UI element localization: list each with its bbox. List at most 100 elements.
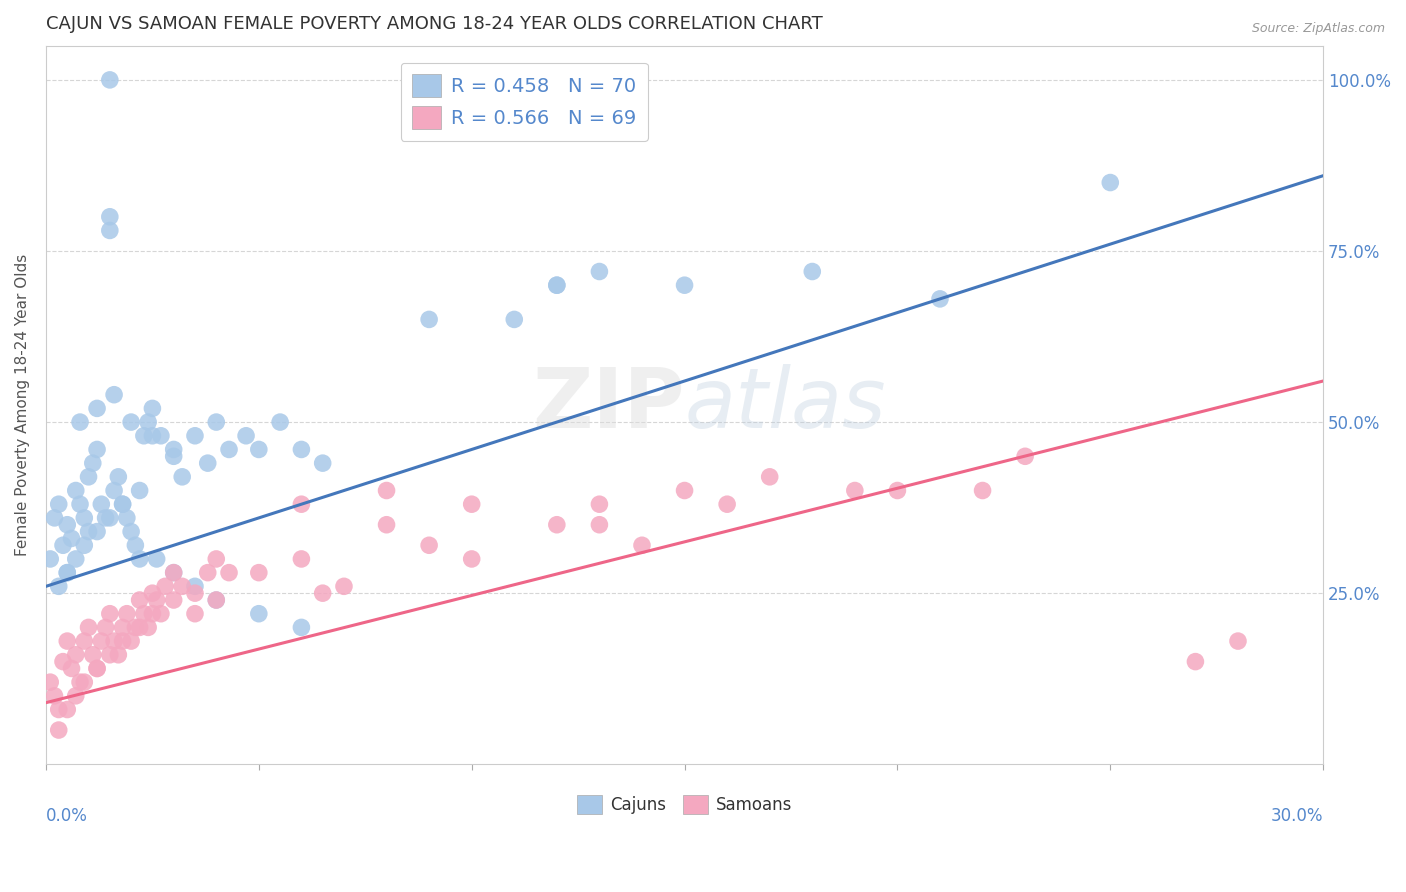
Point: [205, 552, 228, 566]
Point: [44, 511, 66, 525]
Point: [184, 607, 207, 621]
Point: [48, 579, 70, 593]
Point: [172, 470, 194, 484]
Point: [290, 497, 312, 511]
Point: [56, 634, 79, 648]
Point: [52, 538, 75, 552]
Point: [73, 634, 96, 648]
Point: [247, 442, 270, 457]
Point: [184, 429, 207, 443]
Point: [103, 483, 125, 498]
Point: [1227, 634, 1250, 648]
Point: [460, 497, 482, 511]
Point: [98, 73, 121, 87]
Point: [128, 593, 150, 607]
Point: [312, 456, 335, 470]
Point: [163, 566, 186, 580]
Point: [128, 552, 150, 566]
Text: 30.0%: 30.0%: [1271, 807, 1323, 825]
Point: [290, 620, 312, 634]
Point: [103, 387, 125, 401]
Point: [124, 620, 146, 634]
Point: [73, 675, 96, 690]
Point: [111, 497, 134, 511]
Point: [65, 648, 87, 662]
Point: [758, 470, 780, 484]
Point: [218, 566, 240, 580]
Point: [503, 312, 526, 326]
Point: [247, 607, 270, 621]
Point: [90, 497, 112, 511]
Point: [98, 648, 121, 662]
Point: [77, 620, 100, 634]
Point: [844, 483, 866, 498]
Text: 0.0%: 0.0%: [46, 807, 87, 825]
Point: [153, 579, 176, 593]
Point: [56, 702, 79, 716]
Point: [94, 620, 117, 634]
Point: [65, 552, 87, 566]
Point: [124, 538, 146, 552]
Point: [82, 456, 104, 470]
Point: [172, 579, 194, 593]
Point: [163, 566, 186, 580]
Point: [69, 497, 91, 511]
Point: [1099, 176, 1122, 190]
Point: [120, 415, 142, 429]
Point: [375, 483, 398, 498]
Point: [73, 538, 96, 552]
Text: Source: ZipAtlas.com: Source: ZipAtlas.com: [1251, 22, 1385, 36]
Point: [132, 607, 155, 621]
Point: [48, 702, 70, 716]
Text: CAJUN VS SAMOAN FEMALE POVERTY AMONG 18-24 YEAR OLDS CORRELATION CHART: CAJUN VS SAMOAN FEMALE POVERTY AMONG 18-…: [46, 15, 823, 33]
Point: [60, 661, 83, 675]
Point: [588, 517, 610, 532]
Point: [673, 483, 696, 498]
Point: [141, 607, 163, 621]
Point: [111, 497, 134, 511]
Point: [375, 517, 398, 532]
Point: [120, 634, 142, 648]
Point: [69, 675, 91, 690]
Point: [716, 497, 738, 511]
Point: [128, 483, 150, 498]
Text: atlas: atlas: [685, 365, 886, 445]
Point: [631, 538, 654, 552]
Point: [235, 429, 257, 443]
Point: [205, 593, 228, 607]
Point: [86, 661, 108, 675]
Point: [312, 586, 335, 600]
Point: [145, 593, 167, 607]
Point: [184, 586, 207, 600]
Point: [184, 579, 207, 593]
Point: [56, 566, 79, 580]
Point: [269, 415, 291, 429]
Point: [247, 566, 270, 580]
Point: [418, 538, 440, 552]
Point: [163, 450, 186, 464]
Point: [98, 511, 121, 525]
Point: [94, 511, 117, 525]
Point: [136, 415, 159, 429]
Point: [115, 511, 138, 525]
Text: ZIP: ZIP: [531, 365, 685, 445]
Point: [56, 517, 79, 532]
Legend: Cajuns, Samoans: Cajuns, Samoans: [569, 788, 799, 821]
Point: [546, 517, 568, 532]
Point: [141, 586, 163, 600]
Point: [44, 689, 66, 703]
Point: [418, 312, 440, 326]
Point: [546, 278, 568, 293]
Point: [929, 292, 952, 306]
Point: [163, 442, 186, 457]
Point: [333, 579, 356, 593]
Point: [69, 415, 91, 429]
Point: [86, 401, 108, 416]
Point: [77, 470, 100, 484]
Point: [107, 470, 129, 484]
Point: [588, 497, 610, 511]
Point: [1184, 655, 1206, 669]
Point: [136, 620, 159, 634]
Point: [52, 655, 75, 669]
Point: [65, 483, 87, 498]
